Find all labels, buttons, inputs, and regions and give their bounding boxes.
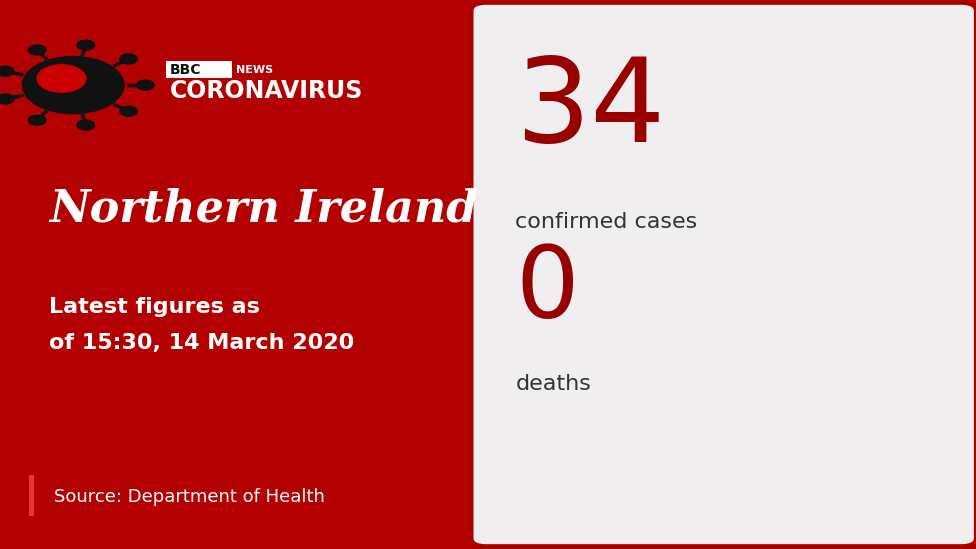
FancyBboxPatch shape	[471, 3, 976, 546]
FancyBboxPatch shape	[166, 61, 232, 78]
FancyBboxPatch shape	[29, 475, 34, 516]
Circle shape	[120, 107, 138, 116]
Circle shape	[77, 120, 95, 130]
Text: confirmed cases: confirmed cases	[515, 212, 698, 232]
Text: CORONAVIRUS: CORONAVIRUS	[170, 79, 363, 103]
Text: NEWS: NEWS	[236, 65, 273, 75]
Circle shape	[77, 40, 95, 50]
Text: 0: 0	[515, 243, 579, 339]
Text: Northern Ireland: Northern Ireland	[49, 187, 477, 230]
Text: 34: 34	[515, 52, 666, 167]
Circle shape	[0, 66, 14, 76]
Circle shape	[120, 54, 138, 64]
Text: of 15:30, 14 March 2020: of 15:30, 14 March 2020	[49, 333, 354, 353]
Circle shape	[28, 115, 46, 125]
Circle shape	[0, 94, 14, 104]
Circle shape	[28, 45, 46, 55]
Text: Latest figures as: Latest figures as	[49, 298, 260, 317]
Circle shape	[22, 57, 124, 114]
Text: BBC: BBC	[170, 63, 201, 77]
Circle shape	[137, 80, 154, 90]
Text: deaths: deaths	[515, 374, 591, 394]
Circle shape	[37, 65, 86, 92]
Text: Source: Department of Health: Source: Department of Health	[54, 488, 325, 506]
